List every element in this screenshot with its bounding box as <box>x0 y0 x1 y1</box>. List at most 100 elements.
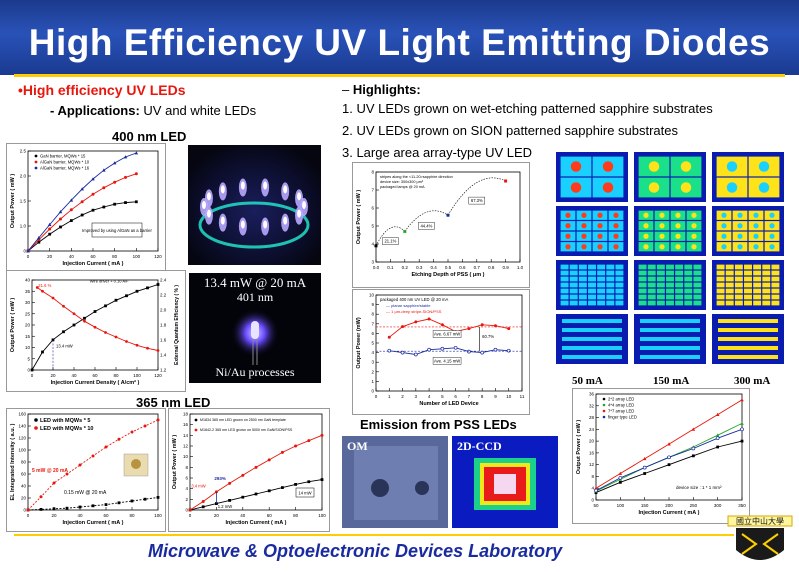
chart7-legend-marker <box>602 409 606 413</box>
array-cell-hot <box>643 244 649 250</box>
c7-ytick-label: 32 <box>589 403 595 408</box>
c6-xtick-label: 5 <box>441 394 444 399</box>
c5-xtick-label: 0.3 <box>416 265 423 270</box>
university-seal: 國立中山大學 <box>727 515 793 560</box>
array-finger <box>718 346 778 350</box>
chart6-avg-top-box <box>432 330 462 338</box>
array-cell <box>597 270 606 276</box>
array-cell <box>615 300 624 306</box>
array-finger <box>562 346 622 350</box>
array-cell-hot <box>680 182 692 193</box>
c7-xtick-label: 300 <box>714 503 722 508</box>
highlight-1: 1. UV LEDs grown on wet-etching patterne… <box>342 101 713 116</box>
chart6-avg-bot: Ave. 4.15 mW <box>434 358 460 363</box>
chart7-series-0-point <box>740 439 744 443</box>
c6-xtick-label: 9 <box>494 394 497 399</box>
chart1-series-0-point <box>113 202 117 206</box>
array-cell-hot <box>721 212 727 218</box>
array-finger <box>562 319 622 323</box>
chart3-series-10-point <box>65 472 69 476</box>
array-cell-hot <box>602 161 614 172</box>
array-cell-hot <box>737 223 743 229</box>
c5-ytick-label: 4 <box>371 242 374 247</box>
array-cell <box>762 282 771 288</box>
c1-xtick-label: 100 <box>133 254 141 259</box>
chart2-power-point <box>125 294 128 298</box>
c2-ytick-label: 10 <box>25 345 31 350</box>
chart3-series-10-point <box>52 481 56 485</box>
chart7-device-size: device size : 1 * 1 mm² <box>676 485 722 490</box>
c4-xtick-label: 20 <box>214 513 220 518</box>
array-cell <box>734 282 743 288</box>
footer-lab-name: Microwave & Optoelectronic Devices Labor… <box>148 541 563 561</box>
array-cell-hot <box>581 233 587 239</box>
c2-ytick-label: 25 <box>25 311 31 316</box>
chart4-series-template-point <box>254 492 258 496</box>
lamp-caption-wl: 401 nm <box>236 290 274 304</box>
c4-ytick-label: 18 <box>183 412 189 417</box>
emission-title: Emission from PSS LEDs <box>360 417 517 432</box>
c6-xtick-label: 7 <box>468 394 471 399</box>
chart2-power-point <box>104 304 107 308</box>
chart5-point <box>504 179 508 183</box>
array-cell <box>744 270 752 276</box>
c7-ytick-label: 4 <box>591 486 594 491</box>
chart1-series-0-point <box>124 201 127 204</box>
footer-rule <box>14 534 734 536</box>
chart2-annot-mid: 13.4 mW <box>56 344 73 349</box>
chart-etching-depth: 0.0 0.1 0.2 0.3 0.4 0.5 0.6 0.7 0.8 0.9 1.0 3 4 5 6 7 8 E… <box>352 162 530 288</box>
chart2-ylabel2: External Quantum Efficiency ( % ) <box>174 285 180 365</box>
chart4-annot-box-text: 14 mW <box>298 491 311 496</box>
chart2-eqe-point <box>125 340 128 343</box>
array-finger <box>640 319 700 323</box>
array-cell <box>588 282 596 288</box>
array-cell-hot <box>581 223 587 229</box>
chart2-power-point <box>156 283 160 286</box>
chart2-eqe-point <box>156 349 160 352</box>
chart4-series-sion-point <box>320 433 324 437</box>
array-finger <box>562 355 622 359</box>
array-cell <box>615 270 624 276</box>
chart6-sion-point <box>401 325 405 329</box>
array-cell <box>647 282 656 288</box>
chart2-eqe-point <box>114 335 118 339</box>
array-cell <box>666 288 674 294</box>
array-cell <box>684 282 693 288</box>
c5-ytick-label: 6 <box>371 206 374 211</box>
chart5-arc <box>375 226 406 246</box>
array-cell <box>638 270 647 276</box>
array-cell <box>675 282 684 288</box>
chart7-series-3-point <box>594 488 598 493</box>
chart6-planar-point <box>453 345 458 350</box>
chart1-series-0-point <box>134 200 138 204</box>
chart2-power-point <box>135 289 139 293</box>
array-cell <box>647 276 656 282</box>
chart6-planar-point <box>493 347 498 352</box>
c6-ytick-label: 5 <box>371 341 374 346</box>
chart7-legend-marker <box>602 403 606 407</box>
ring-led-core <box>283 185 288 194</box>
array-cell <box>744 276 752 282</box>
c3-ytick-label: 20 <box>21 496 27 501</box>
array-cell <box>744 282 752 288</box>
c2-ytick-label: 15 <box>25 334 31 339</box>
array-cell-hot <box>648 182 660 193</box>
array-cell <box>638 282 647 288</box>
array-cell <box>647 294 656 300</box>
array-cell <box>666 282 674 288</box>
chart7-series-3-point <box>667 455 671 460</box>
c4-xtick-label: 60 <box>267 513 273 518</box>
array-cell-hot <box>565 233 571 239</box>
array-cell <box>725 264 734 270</box>
chart3-legend-label: LED with MQWs * 10 <box>40 426 93 432</box>
chart-power-eqe: 0 20 40 60 80 100 1200510152025303540Injection… <box>6 270 186 392</box>
array-cell <box>675 288 684 294</box>
array-cell <box>771 288 780 294</box>
lamp-caption-substrate: Ni/Au processes <box>215 365 295 379</box>
ring-led-core <box>263 181 268 190</box>
chart7-series-3-point <box>715 436 720 441</box>
array-cell <box>638 276 647 282</box>
array-cell-hot <box>597 223 603 229</box>
c4-ytick-label: 2 <box>185 497 188 502</box>
c2-ytick-label: 0 <box>27 368 30 373</box>
